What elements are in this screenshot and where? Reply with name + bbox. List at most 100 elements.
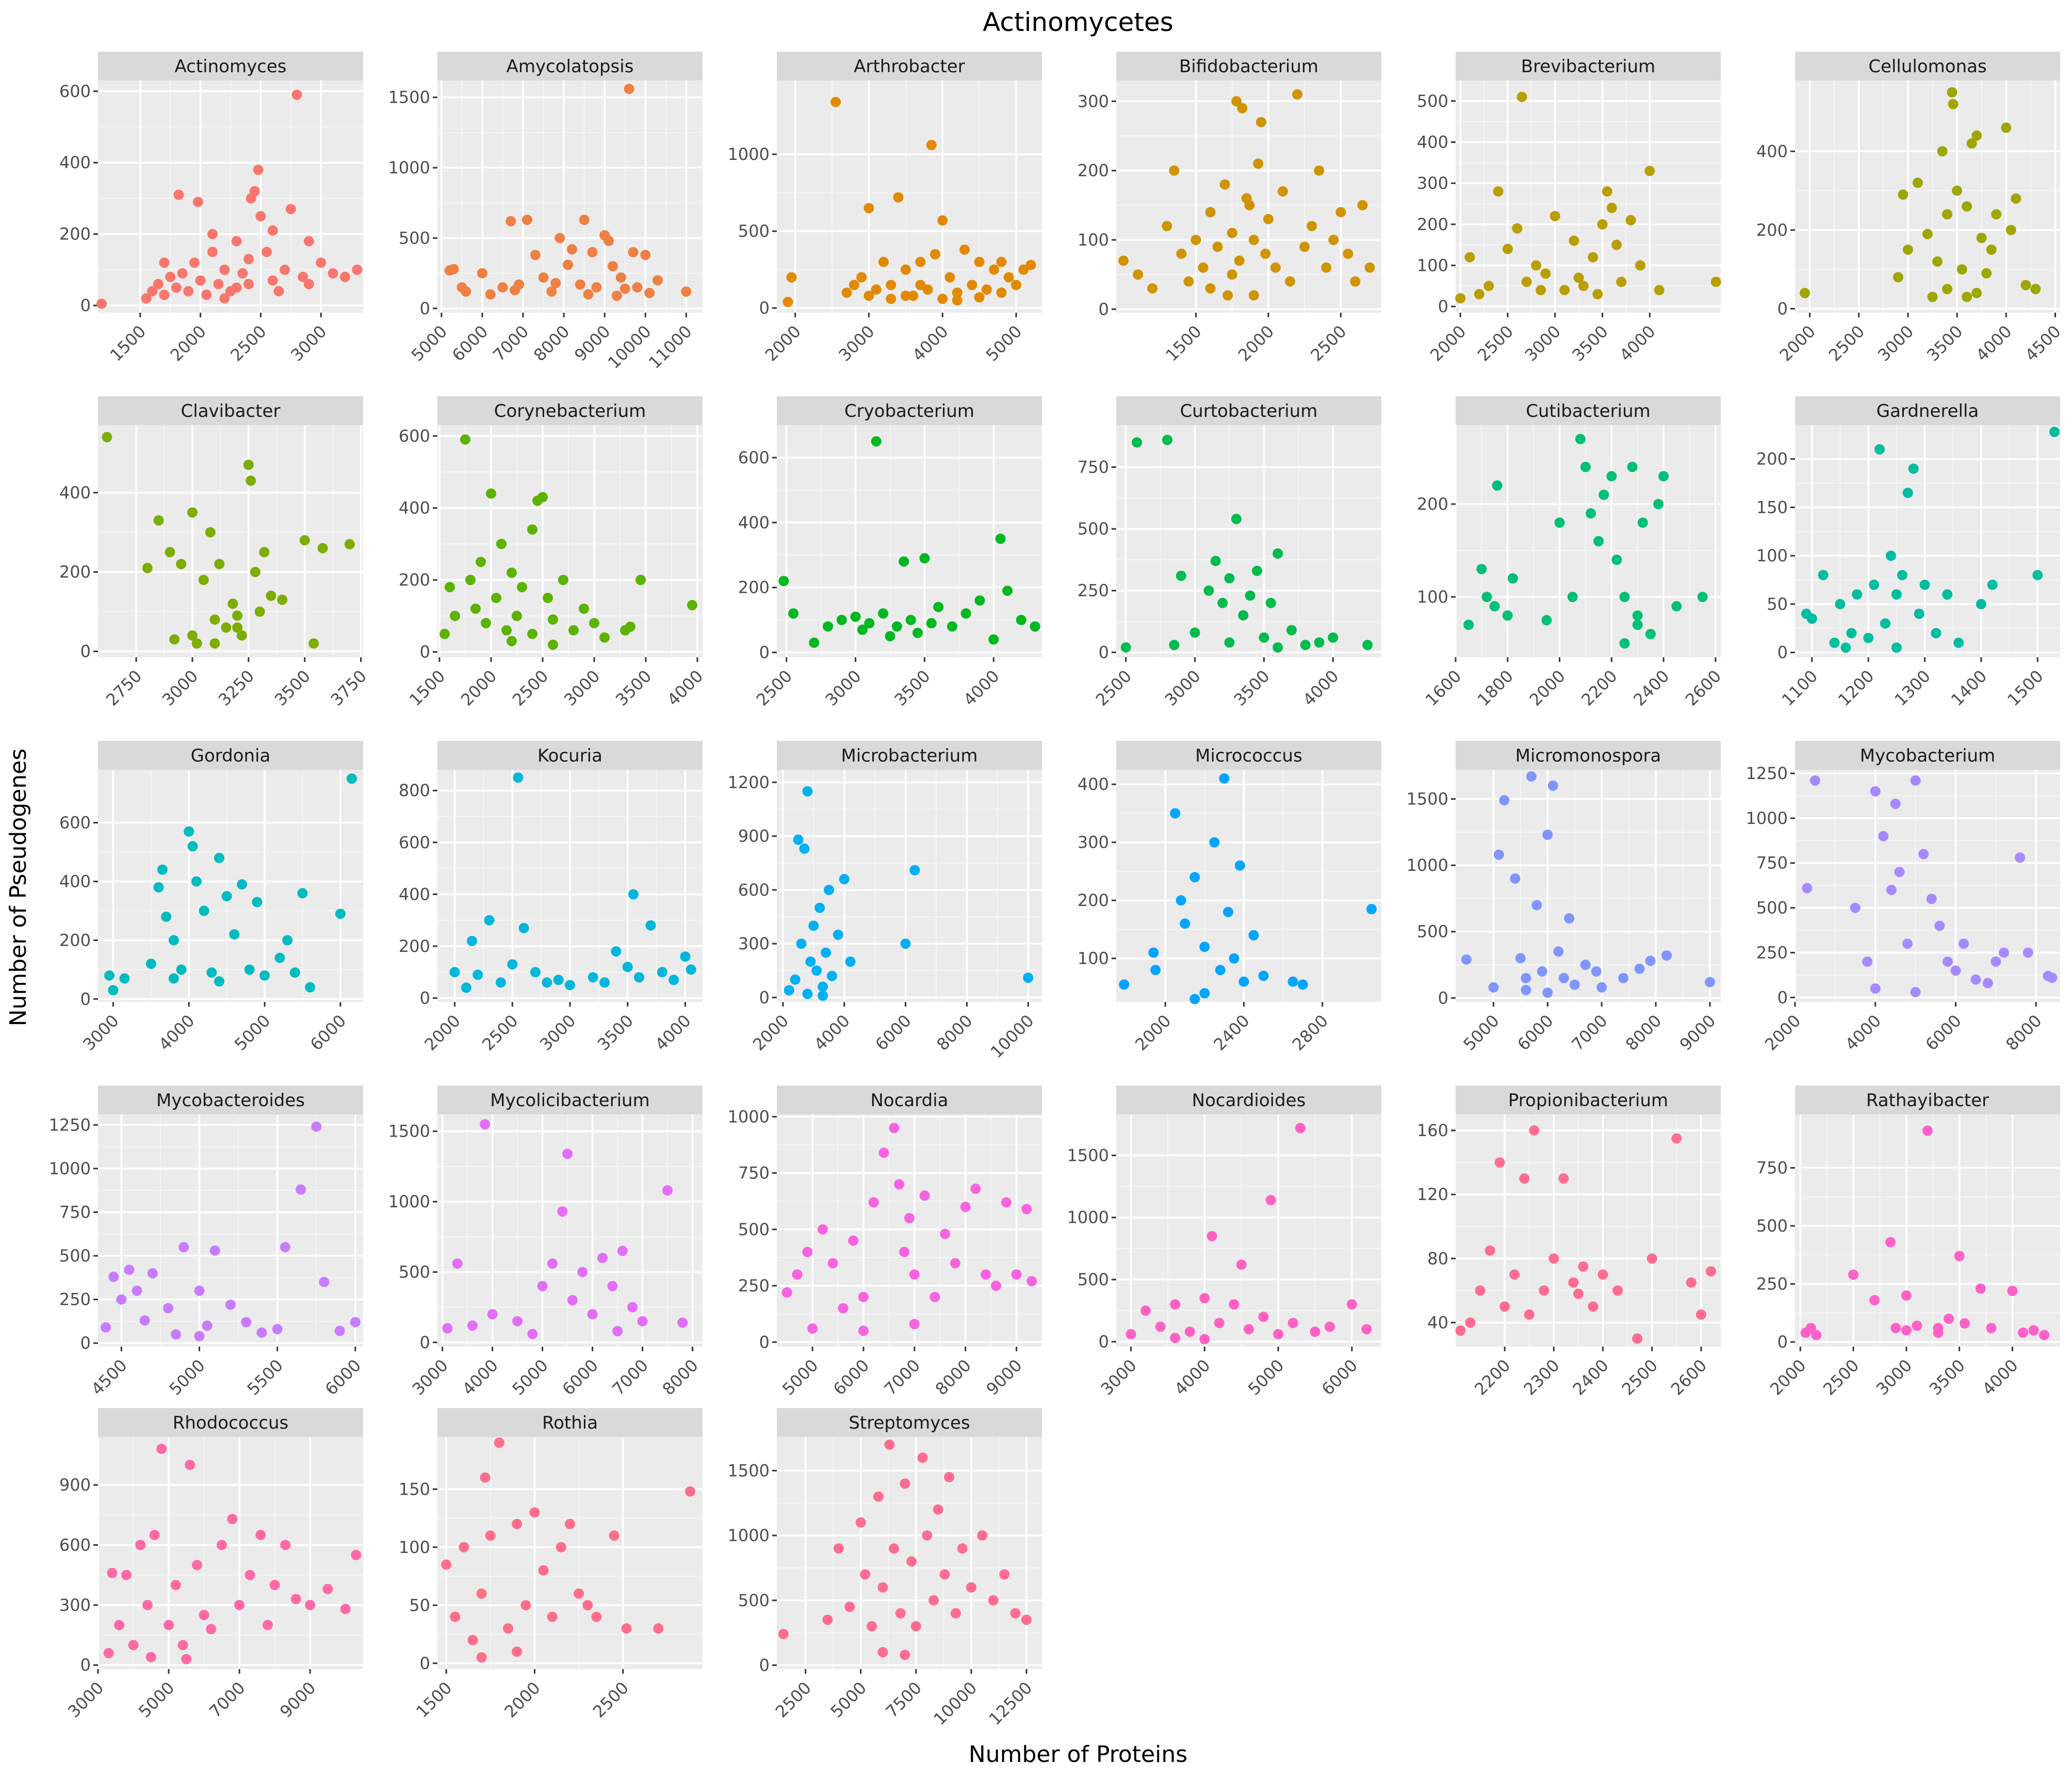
x-tick-label: 1500 bbox=[2003, 666, 2047, 709]
data-point bbox=[1971, 130, 1982, 141]
data-point bbox=[231, 236, 242, 247]
data-point bbox=[460, 434, 470, 445]
x-tick-label: 2400 bbox=[1210, 1011, 1253, 1054]
data-point bbox=[229, 929, 240, 940]
data-point bbox=[877, 1582, 888, 1593]
data-point bbox=[291, 89, 302, 100]
data-point bbox=[1890, 1323, 1901, 1333]
data-point bbox=[1612, 1285, 1623, 1296]
minor-gridlines bbox=[1456, 80, 1721, 313]
data-point bbox=[996, 256, 1007, 267]
data-point bbox=[1219, 773, 1230, 784]
data-point bbox=[940, 1228, 951, 1239]
y-tick-label: 750 bbox=[1756, 1158, 1788, 1178]
data-point bbox=[194, 1285, 205, 1296]
data-point bbox=[1862, 956, 1873, 967]
data-point bbox=[269, 1580, 280, 1591]
strip-rothia bbox=[437, 1408, 703, 1437]
y-tick-label: 1500 bbox=[388, 88, 430, 107]
data-point bbox=[1580, 960, 1591, 970]
x-tick-label: 3500 bbox=[1230, 666, 1273, 709]
y-tick-label: 160 bbox=[1417, 1121, 1448, 1140]
data-point bbox=[207, 247, 218, 257]
minor-gridlines bbox=[98, 1114, 363, 1347]
data-point bbox=[191, 638, 202, 649]
data-point bbox=[981, 284, 992, 295]
y-axis-rothia: 0 50 100 150 bbox=[399, 1479, 703, 1673]
data-point bbox=[537, 1281, 548, 1291]
y-tick-label: 0 bbox=[1099, 642, 1109, 662]
data-point bbox=[1366, 904, 1377, 914]
data-point bbox=[165, 271, 176, 282]
data-point bbox=[622, 962, 633, 973]
y-tick-label: 900 bbox=[738, 827, 770, 846]
data-point bbox=[1184, 1326, 1195, 1337]
data-point bbox=[1295, 1123, 1306, 1134]
data-point bbox=[944, 1471, 955, 1482]
x-tick-label: 2000 bbox=[1525, 666, 1569, 709]
data-point bbox=[1273, 1329, 1284, 1339]
minor-gridlines bbox=[1456, 770, 1721, 1002]
data-point bbox=[352, 264, 363, 275]
x-tick-label: 2600 bbox=[1682, 666, 1725, 709]
data-point bbox=[351, 1549, 362, 1560]
data-point bbox=[176, 964, 187, 975]
strip-label-clavibacter: Clavibacter bbox=[181, 401, 281, 422]
data-point bbox=[1310, 1326, 1320, 1337]
data-point bbox=[1976, 598, 1986, 609]
data-point bbox=[173, 189, 184, 200]
data-point bbox=[871, 284, 882, 295]
data-point bbox=[181, 1654, 192, 1664]
data-point bbox=[530, 967, 541, 978]
data-point bbox=[116, 1294, 127, 1305]
x-tick-label: 4500 bbox=[87, 1355, 130, 1399]
data-point bbox=[199, 1610, 209, 1621]
data-point bbox=[1519, 1173, 1530, 1184]
x-tick-label: 2400 bbox=[1629, 666, 1673, 709]
x-tick-label: 2500 bbox=[509, 666, 552, 709]
data-point bbox=[232, 610, 243, 621]
x-tick-label: 3250 bbox=[215, 666, 258, 709]
panel-background bbox=[777, 1437, 1042, 1669]
data-point bbox=[937, 215, 948, 226]
data-point bbox=[207, 229, 218, 239]
y-axis-bifidobacterium: 0 100 200 300 bbox=[1078, 91, 1381, 319]
data-point bbox=[1300, 640, 1311, 651]
data-point bbox=[1976, 233, 1987, 244]
data-point bbox=[1003, 272, 1014, 283]
data-point bbox=[202, 1320, 213, 1331]
data-point bbox=[1567, 592, 1578, 602]
data-point bbox=[1954, 1251, 1965, 1261]
strip-label-nocardia: Nocardia bbox=[870, 1090, 948, 1111]
data-point bbox=[1199, 988, 1210, 999]
y-tick-label: 0 bbox=[420, 299, 430, 318]
y-tick-label: 150 bbox=[399, 1479, 430, 1499]
data-point bbox=[259, 547, 270, 558]
y-tick-label: 400 bbox=[59, 153, 91, 172]
minor-gridlines bbox=[1116, 425, 1381, 657]
data-point bbox=[915, 256, 926, 267]
x-tick-label: 10000 bbox=[987, 1011, 1038, 1062]
data-point bbox=[1214, 1318, 1225, 1329]
data-point bbox=[335, 909, 346, 919]
data-point bbox=[1499, 1301, 1510, 1312]
y-tick-label: 500 bbox=[738, 221, 770, 241]
data-point bbox=[1962, 201, 1972, 212]
data-point bbox=[505, 216, 516, 226]
data-point bbox=[1125, 1329, 1136, 1339]
x-tick-label: 2200 bbox=[1471, 1355, 1514, 1399]
data-point bbox=[591, 1611, 602, 1622]
data-point bbox=[305, 1599, 316, 1610]
strip-actinomyces bbox=[98, 52, 363, 80]
data-point bbox=[1891, 589, 1902, 600]
data-point bbox=[491, 592, 501, 603]
x-tick-label: 2500 bbox=[226, 321, 270, 365]
data-point bbox=[1464, 252, 1475, 263]
data-point bbox=[195, 275, 206, 286]
data-point bbox=[1287, 976, 1298, 987]
strip-corynebacterium bbox=[437, 396, 703, 425]
data-point bbox=[1671, 1133, 1682, 1144]
data-point bbox=[1155, 1321, 1166, 1332]
data-point bbox=[512, 1646, 523, 1657]
